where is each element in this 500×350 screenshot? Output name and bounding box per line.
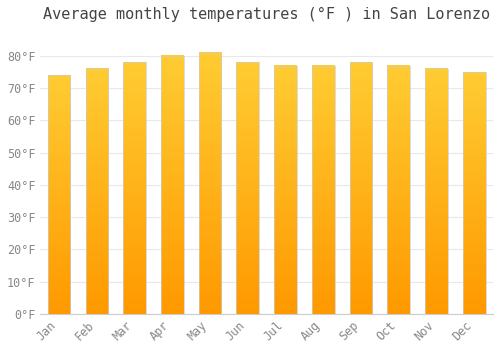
Bar — [463, 72, 485, 314]
Bar — [199, 52, 222, 314]
Bar — [425, 69, 448, 314]
Bar — [86, 69, 108, 314]
Bar — [236, 62, 259, 314]
Bar — [274, 65, 297, 314]
Bar — [350, 62, 372, 314]
Bar — [48, 75, 70, 314]
Title: Average monthly temperatures (°F ) in San Lorenzo: Average monthly temperatures (°F ) in Sa… — [43, 7, 490, 22]
Bar — [312, 65, 334, 314]
Bar — [124, 62, 146, 314]
Bar — [161, 56, 184, 314]
Bar — [388, 65, 410, 314]
